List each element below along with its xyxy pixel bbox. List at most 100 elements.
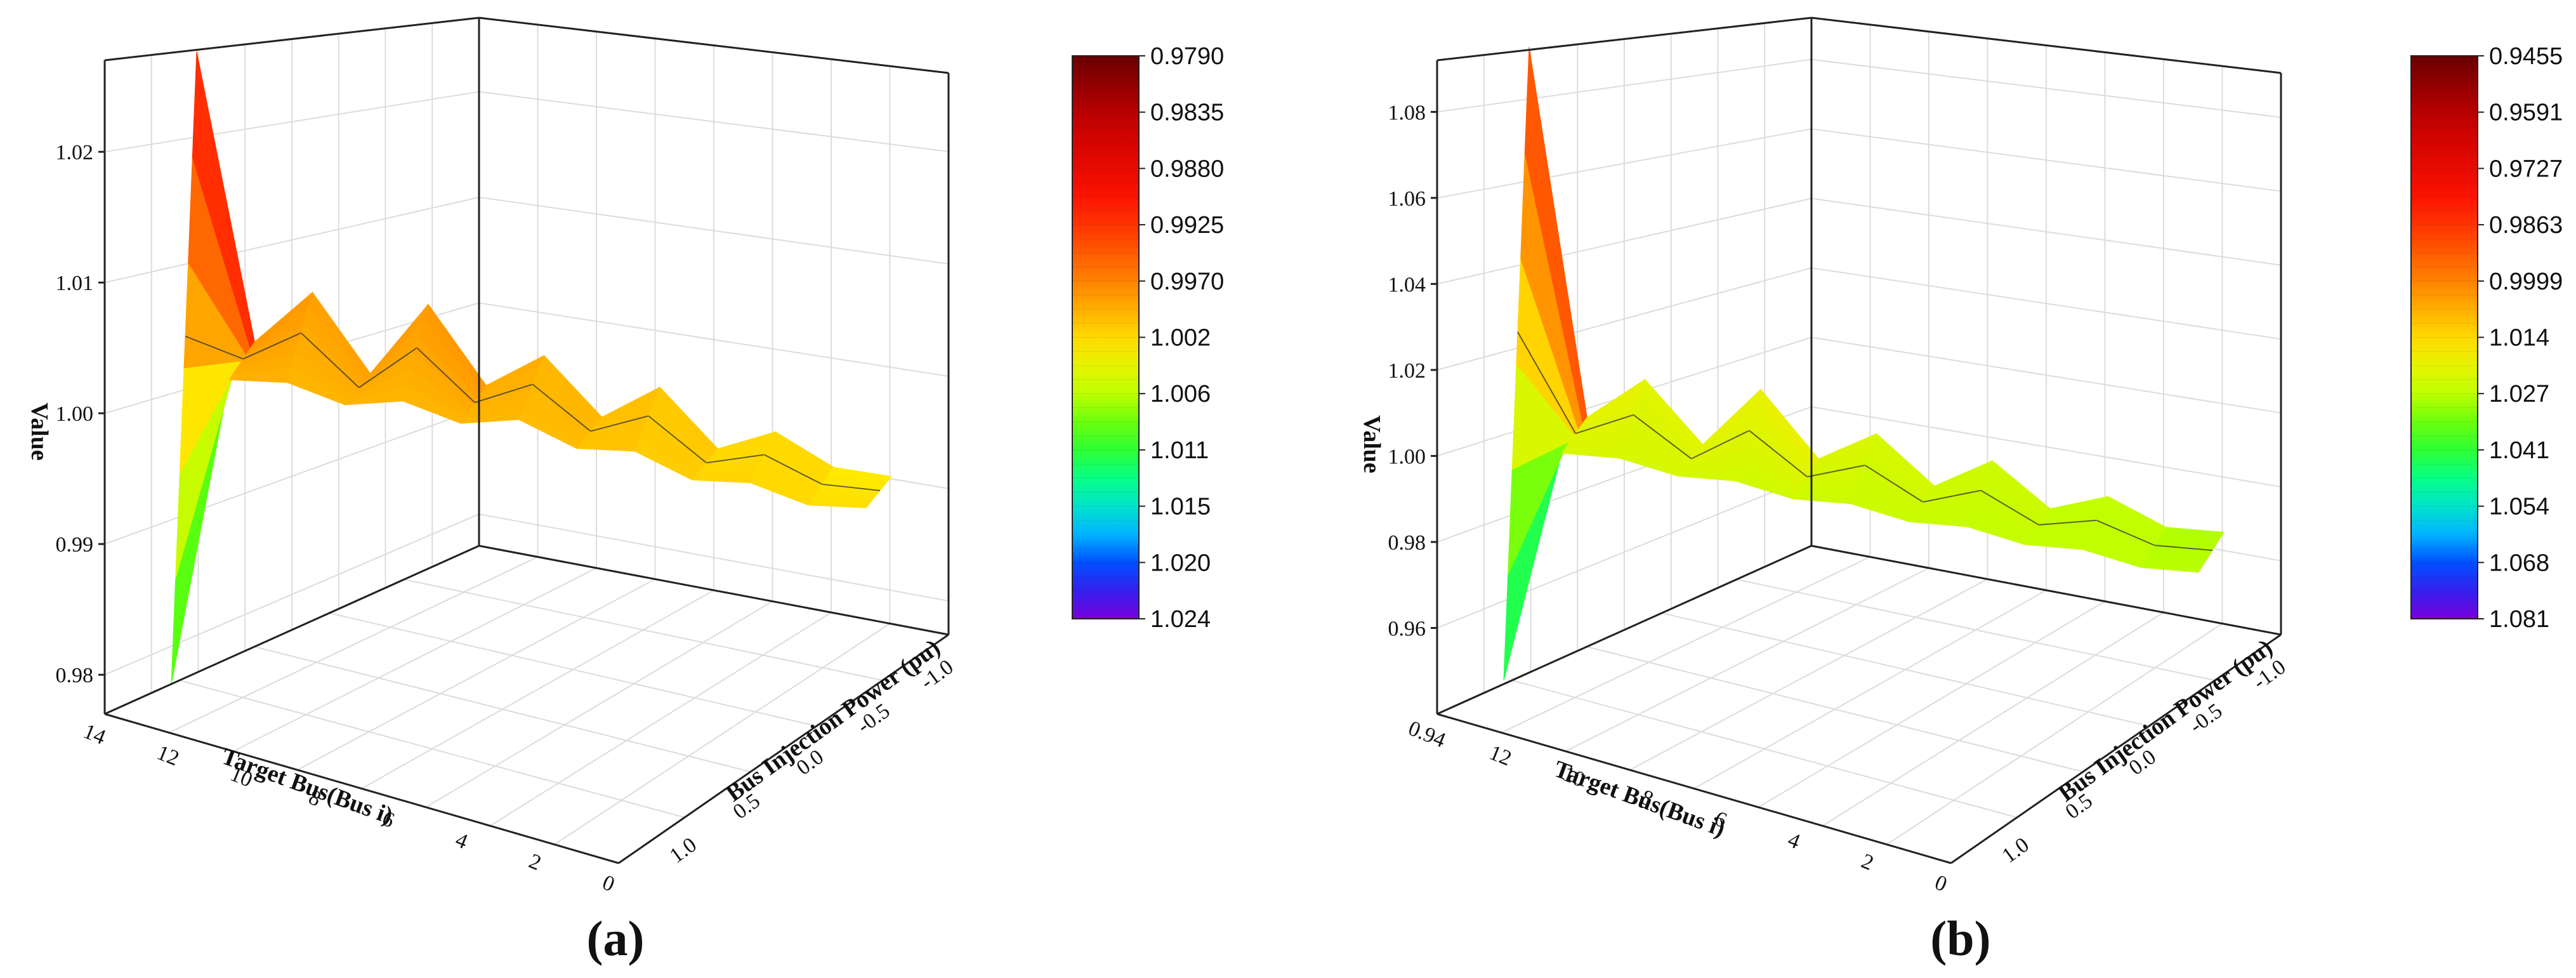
- x-tick-label: 0: [1931, 871, 1950, 897]
- axis-frame-edge: [1950, 633, 2282, 864]
- colorbar-tick-label: 1.014: [2489, 325, 2549, 352]
- z-tick-label: 1.00: [1388, 445, 1426, 468]
- colorbar-tick-label: 0.9880: [1150, 155, 1224, 182]
- x-tick-label: 2: [1858, 849, 1877, 875]
- z-tick-label: 1.00: [56, 402, 94, 426]
- surface-patch: [2161, 527, 2224, 539]
- colorbar-tick-label: 0.9591: [2489, 100, 2563, 126]
- z-axis-label-b: Value: [1358, 415, 1385, 473]
- y-tick-label: 1.0: [666, 833, 701, 868]
- contour-line: [185, 335, 244, 360]
- contour-line: [1517, 331, 1577, 434]
- colorbar-tick-label: 1.015: [1150, 494, 1211, 520]
- colorbar-tick-label: 0.9790: [1150, 43, 1224, 70]
- panel-label-a: (a): [587, 911, 645, 966]
- axis-frame-edge: [104, 17, 480, 62]
- contour-line: [474, 383, 533, 404]
- colorbar-tick-label: 0.9999: [2489, 268, 2563, 295]
- colorbar-tick-label: 1.068: [2489, 550, 2549, 576]
- contour-line: [242, 332, 301, 360]
- contour-line: [532, 383, 591, 432]
- axis-frame-edge: [1436, 545, 1812, 715]
- axis-frame-edge: [104, 713, 619, 864]
- axis-frame-edge: [618, 633, 949, 864]
- axis-frame-edge: [1811, 17, 2282, 74]
- colorbar-tick-label: 1.027: [2489, 381, 2549, 407]
- contour-line: [590, 415, 649, 432]
- x-tick-label: 0.94: [1405, 717, 1449, 753]
- axis-frame-edge: [1436, 713, 1952, 864]
- colorbar-tick-label: 0.9727: [2489, 155, 2563, 182]
- axis-frame-edge: [1811, 545, 2282, 636]
- contour-line: [1980, 489, 2039, 525]
- z-tick-label: 1.02: [1388, 359, 1426, 383]
- z-tick-label: 0.99: [56, 533, 94, 557]
- contour-line: [1691, 430, 1750, 459]
- colorbar-tick-label: 1.006: [1150, 381, 1211, 407]
- colorbar-tick-label: 0.9455: [2489, 43, 2563, 70]
- axis-frame-edge: [478, 17, 949, 74]
- colorbar-tick-label: 0.9863: [2489, 212, 2563, 239]
- z-tick-label: 0.98: [56, 664, 94, 687]
- surface-plot-a: [171, 51, 892, 685]
- contour-line: [1864, 465, 1924, 503]
- surface-patch: [1908, 515, 1972, 527]
- x-tick-label: 0: [599, 871, 618, 897]
- contour-line: [416, 347, 475, 403]
- x-tick-label: 4: [452, 828, 471, 854]
- x-axis-label-b: Target Bus(Bus i): [1551, 755, 1729, 842]
- z-axis-label-a: Value: [26, 402, 53, 461]
- contour-line: [1633, 414, 1692, 459]
- contour-line: [706, 454, 765, 464]
- axis-frame-edge: [478, 545, 949, 636]
- colorbar-tick-label: 1.081: [2489, 606, 2549, 633]
- colorbar-gradient: [2410, 55, 2478, 619]
- surface-plot-b: [1503, 46, 2224, 681]
- contour-line: [2039, 519, 2097, 525]
- x-tick-label: 2: [525, 849, 544, 875]
- colorbar-tick-label: 0.9835: [1150, 100, 1224, 126]
- chart-panel-b: 0.960.981.001.021.041.061.080.9412108642…: [1358, 17, 2563, 966]
- contour-line: [1575, 414, 1634, 435]
- chart-panel-a: 0.980.991.001.011.02141210864201.00.50.0…: [26, 17, 1224, 966]
- colorbar-gradient: [1072, 55, 1140, 619]
- z-tick-label: 1.06: [1388, 187, 1426, 211]
- z-tick-label: 1.08: [1388, 101, 1426, 124]
- z-tick-label: 1.04: [1388, 273, 1426, 296]
- contour-line: [300, 332, 360, 388]
- colorbar-tick-label: 1.002: [1150, 325, 1211, 352]
- contour-line: [2096, 519, 2155, 546]
- axis-frame-edge: [1436, 17, 1812, 62]
- z-tick-label: 0.96: [1388, 617, 1426, 640]
- colorbar-tick-label: 1.054: [2489, 494, 2549, 520]
- colorbar-tick-label: 1.041: [2489, 437, 2549, 464]
- contour-line: [764, 454, 823, 485]
- colorbar-tick-label: 1.024: [1150, 606, 1211, 633]
- x-tick-label: 12: [154, 741, 182, 770]
- x-tick-label: 12: [1486, 741, 1515, 770]
- z-tick-label: 0.98: [1388, 531, 1426, 555]
- x-tick-label: 4: [1785, 828, 1804, 854]
- contour-line: [358, 347, 417, 388]
- contour-line: [822, 484, 881, 492]
- colorbar-tick-label: 1.020: [1150, 550, 1211, 576]
- colorbar-tick-label: 0.9970: [1150, 268, 1224, 295]
- colorbar-tick-label: 0.9925: [1150, 212, 1224, 239]
- contour-line: [1749, 430, 1808, 478]
- surface-patch: [692, 473, 756, 484]
- z-tick-label: 1.02: [56, 141, 94, 164]
- colorbar-a: 0.9790 0.9835 0.9880 0.9925 0.9970 1.002 1.006…: [1072, 43, 1224, 633]
- x-tick-label: 14: [80, 720, 108, 750]
- axis-frame-edge: [104, 545, 480, 715]
- z-tick-label: 1.01: [56, 272, 94, 295]
- contour-line: [1922, 489, 1981, 503]
- y-tick-label: 1.0: [1998, 833, 2034, 868]
- surface-patch: [829, 466, 892, 482]
- contour-line: [648, 415, 707, 464]
- colorbar-tick-label: 1.011: [1150, 437, 1209, 464]
- colorbar-b: 0.9455 0.9591 0.9727 0.9863 0.9999 1.014 1.027…: [2410, 43, 2563, 633]
- panel-label-b: (b): [1930, 911, 1990, 966]
- contour-line: [2154, 545, 2213, 552]
- contour-line: [1807, 465, 1865, 478]
